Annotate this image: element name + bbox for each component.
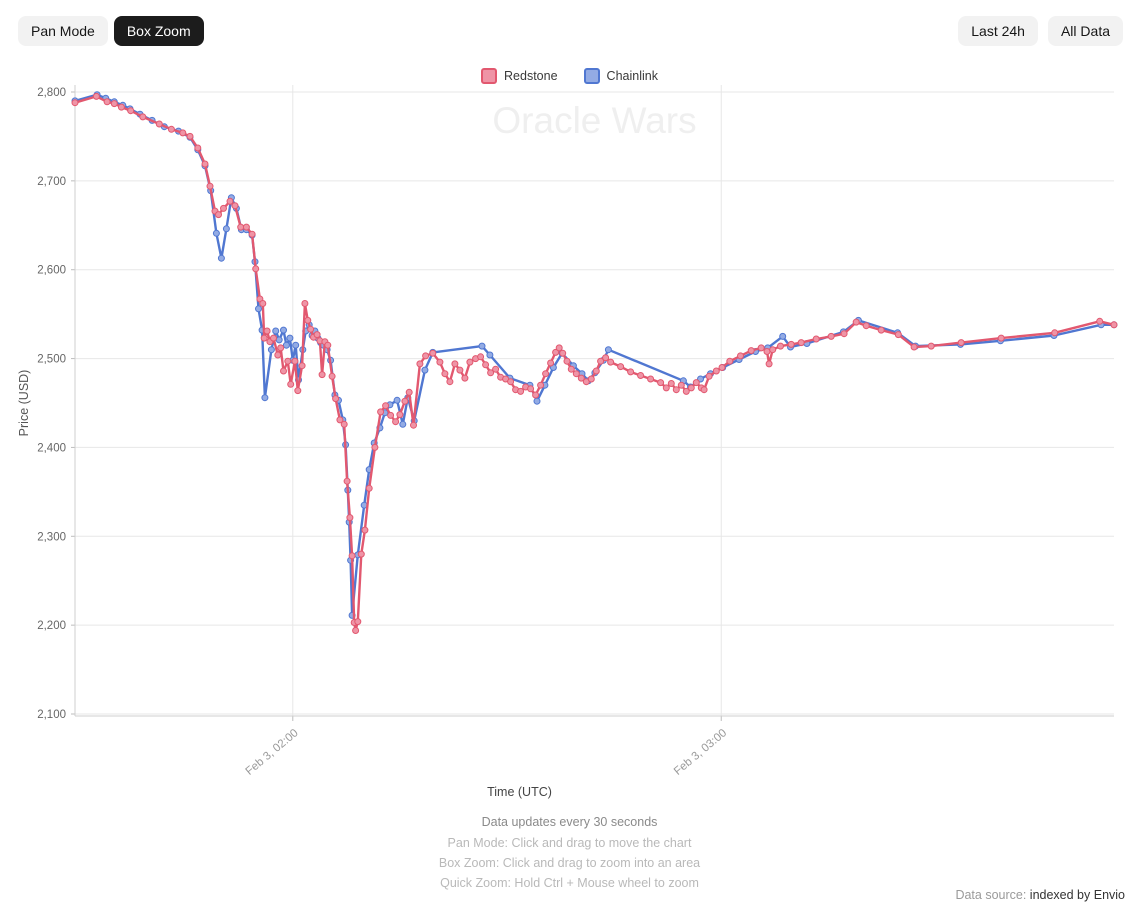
all-data-button[interactable]: All Data <box>1047 16 1123 46</box>
y-axis: 2,100 2,200 2,300 2,400 2,500 2,600 2,700 2,800 <box>37 85 1114 721</box>
x-axis: Feb 3, 02:00 Feb 3, 03:00 <box>75 85 1114 778</box>
x-axis-title: Time (UTC) <box>487 785 552 799</box>
box-zoom-hint: Box Zoom: Click and drag to zoom into an… <box>438 856 701 870</box>
legend-swatch-redstone <box>481 68 498 84</box>
last-24h-button[interactable]: Last 24h <box>958 16 1038 46</box>
series-chainlink <box>71 91 1118 619</box>
svg-text:2,700: 2,700 <box>37 176 66 188</box>
svg-text:Feb 3, 03:00: Feb 3, 03:00 <box>672 727 729 778</box>
y-axis-title: Price (USD) <box>17 370 31 437</box>
svg-text:2,600: 2,600 <box>37 265 66 277</box>
mode-toolbar: Pan Mode Box Zoom <box>18 16 204 46</box>
quick-zoom-hint: Quick Zoom: Hold Ctrl + Mouse wheel to z… <box>440 876 699 890</box>
chart-area[interactable]: Oracle Wars 2,100 2,200 2,300 2,400 2,500 2,60… <box>0 0 1139 810</box>
legend-item-chainlink[interactable]: Chainlink <box>583 68 658 84</box>
svg-text:2,400: 2,400 <box>37 442 66 454</box>
svg-text:2,200: 2,200 <box>37 620 66 632</box>
data-source-link[interactable]: indexed by Envio <box>1029 888 1125 902</box>
svg-text:2,800: 2,800 <box>37 87 66 99</box>
legend-swatch-chainlink <box>583 68 600 84</box>
legend-item-redstone[interactable]: Redstone <box>481 68 558 84</box>
data-source-prefix: Data source: <box>955 888 1030 902</box>
series-redstone <box>71 92 1118 634</box>
pan-mode-button[interactable]: Pan Mode <box>18 16 108 46</box>
svg-text:Feb 3, 02:00: Feb 3, 02:00 <box>244 727 301 778</box>
price-chart[interactable]: Oracle Wars 2,100 2,200 2,300 2,400 2,500 2,60… <box>0 0 1139 810</box>
pan-mode-hint: Pan Mode: Click and drag to move the cha… <box>447 836 692 850</box>
data-source: Data source: indexed by Envio <box>955 888 1125 902</box>
chart-legend: Redstone Chainlink <box>0 68 1139 84</box>
range-toolbar: Last 24h All Data <box>958 16 1123 46</box>
update-note: Data updates every 30 seconds <box>481 815 658 829</box>
legend-label-chainlink: Chainlink <box>606 69 658 83</box>
box-zoom-button[interactable]: Box Zoom <box>113 16 204 46</box>
watermark-text: Oracle Wars <box>492 100 696 141</box>
svg-text:2,100: 2,100 <box>37 709 66 721</box>
svg-text:2,300: 2,300 <box>37 531 66 543</box>
legend-label-redstone: Redstone <box>504 69 558 83</box>
svg-text:2,500: 2,500 <box>37 354 66 366</box>
